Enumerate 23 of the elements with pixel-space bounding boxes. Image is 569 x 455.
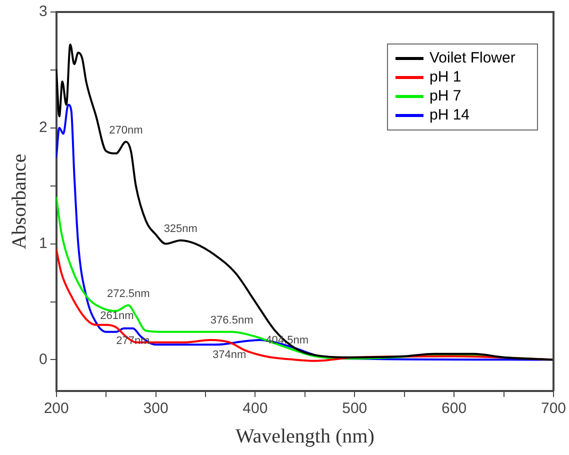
annotation: 376.5nm [210, 314, 254, 326]
x-tick-label: 300 [143, 400, 168, 418]
legend-label: Voilet Flower [429, 50, 516, 67]
x-axis-title: Wavelength (nm) [235, 425, 374, 448]
x-tick-label: 400 [242, 400, 268, 418]
annotation: 270nm [109, 124, 143, 136]
y-tick-label: 1 [39, 234, 48, 252]
annotation: 261nm [100, 310, 134, 322]
x-tick-label: 700 [540, 400, 566, 418]
x-tick-label: 600 [442, 400, 467, 418]
x-tick-label: 500 [342, 400, 368, 418]
line-series [56, 43, 554, 361]
annotation: 325nm [164, 222, 198, 235]
legend-label: pH 1 [429, 68, 462, 86]
annotation: 374nm [212, 348, 246, 361]
x-tick-label: 200 [44, 400, 69, 418]
y-axis-title: Absorbance [8, 154, 30, 250]
legend-label: pH 7 [429, 88, 462, 105]
annotation: 272.5nm [107, 288, 150, 300]
y-tick-label: 0 [39, 350, 48, 368]
y-tick-label: 2 [39, 119, 48, 136]
y-tick-label: 3 [39, 3, 48, 20]
legend-label: pH 14 [429, 106, 470, 124]
